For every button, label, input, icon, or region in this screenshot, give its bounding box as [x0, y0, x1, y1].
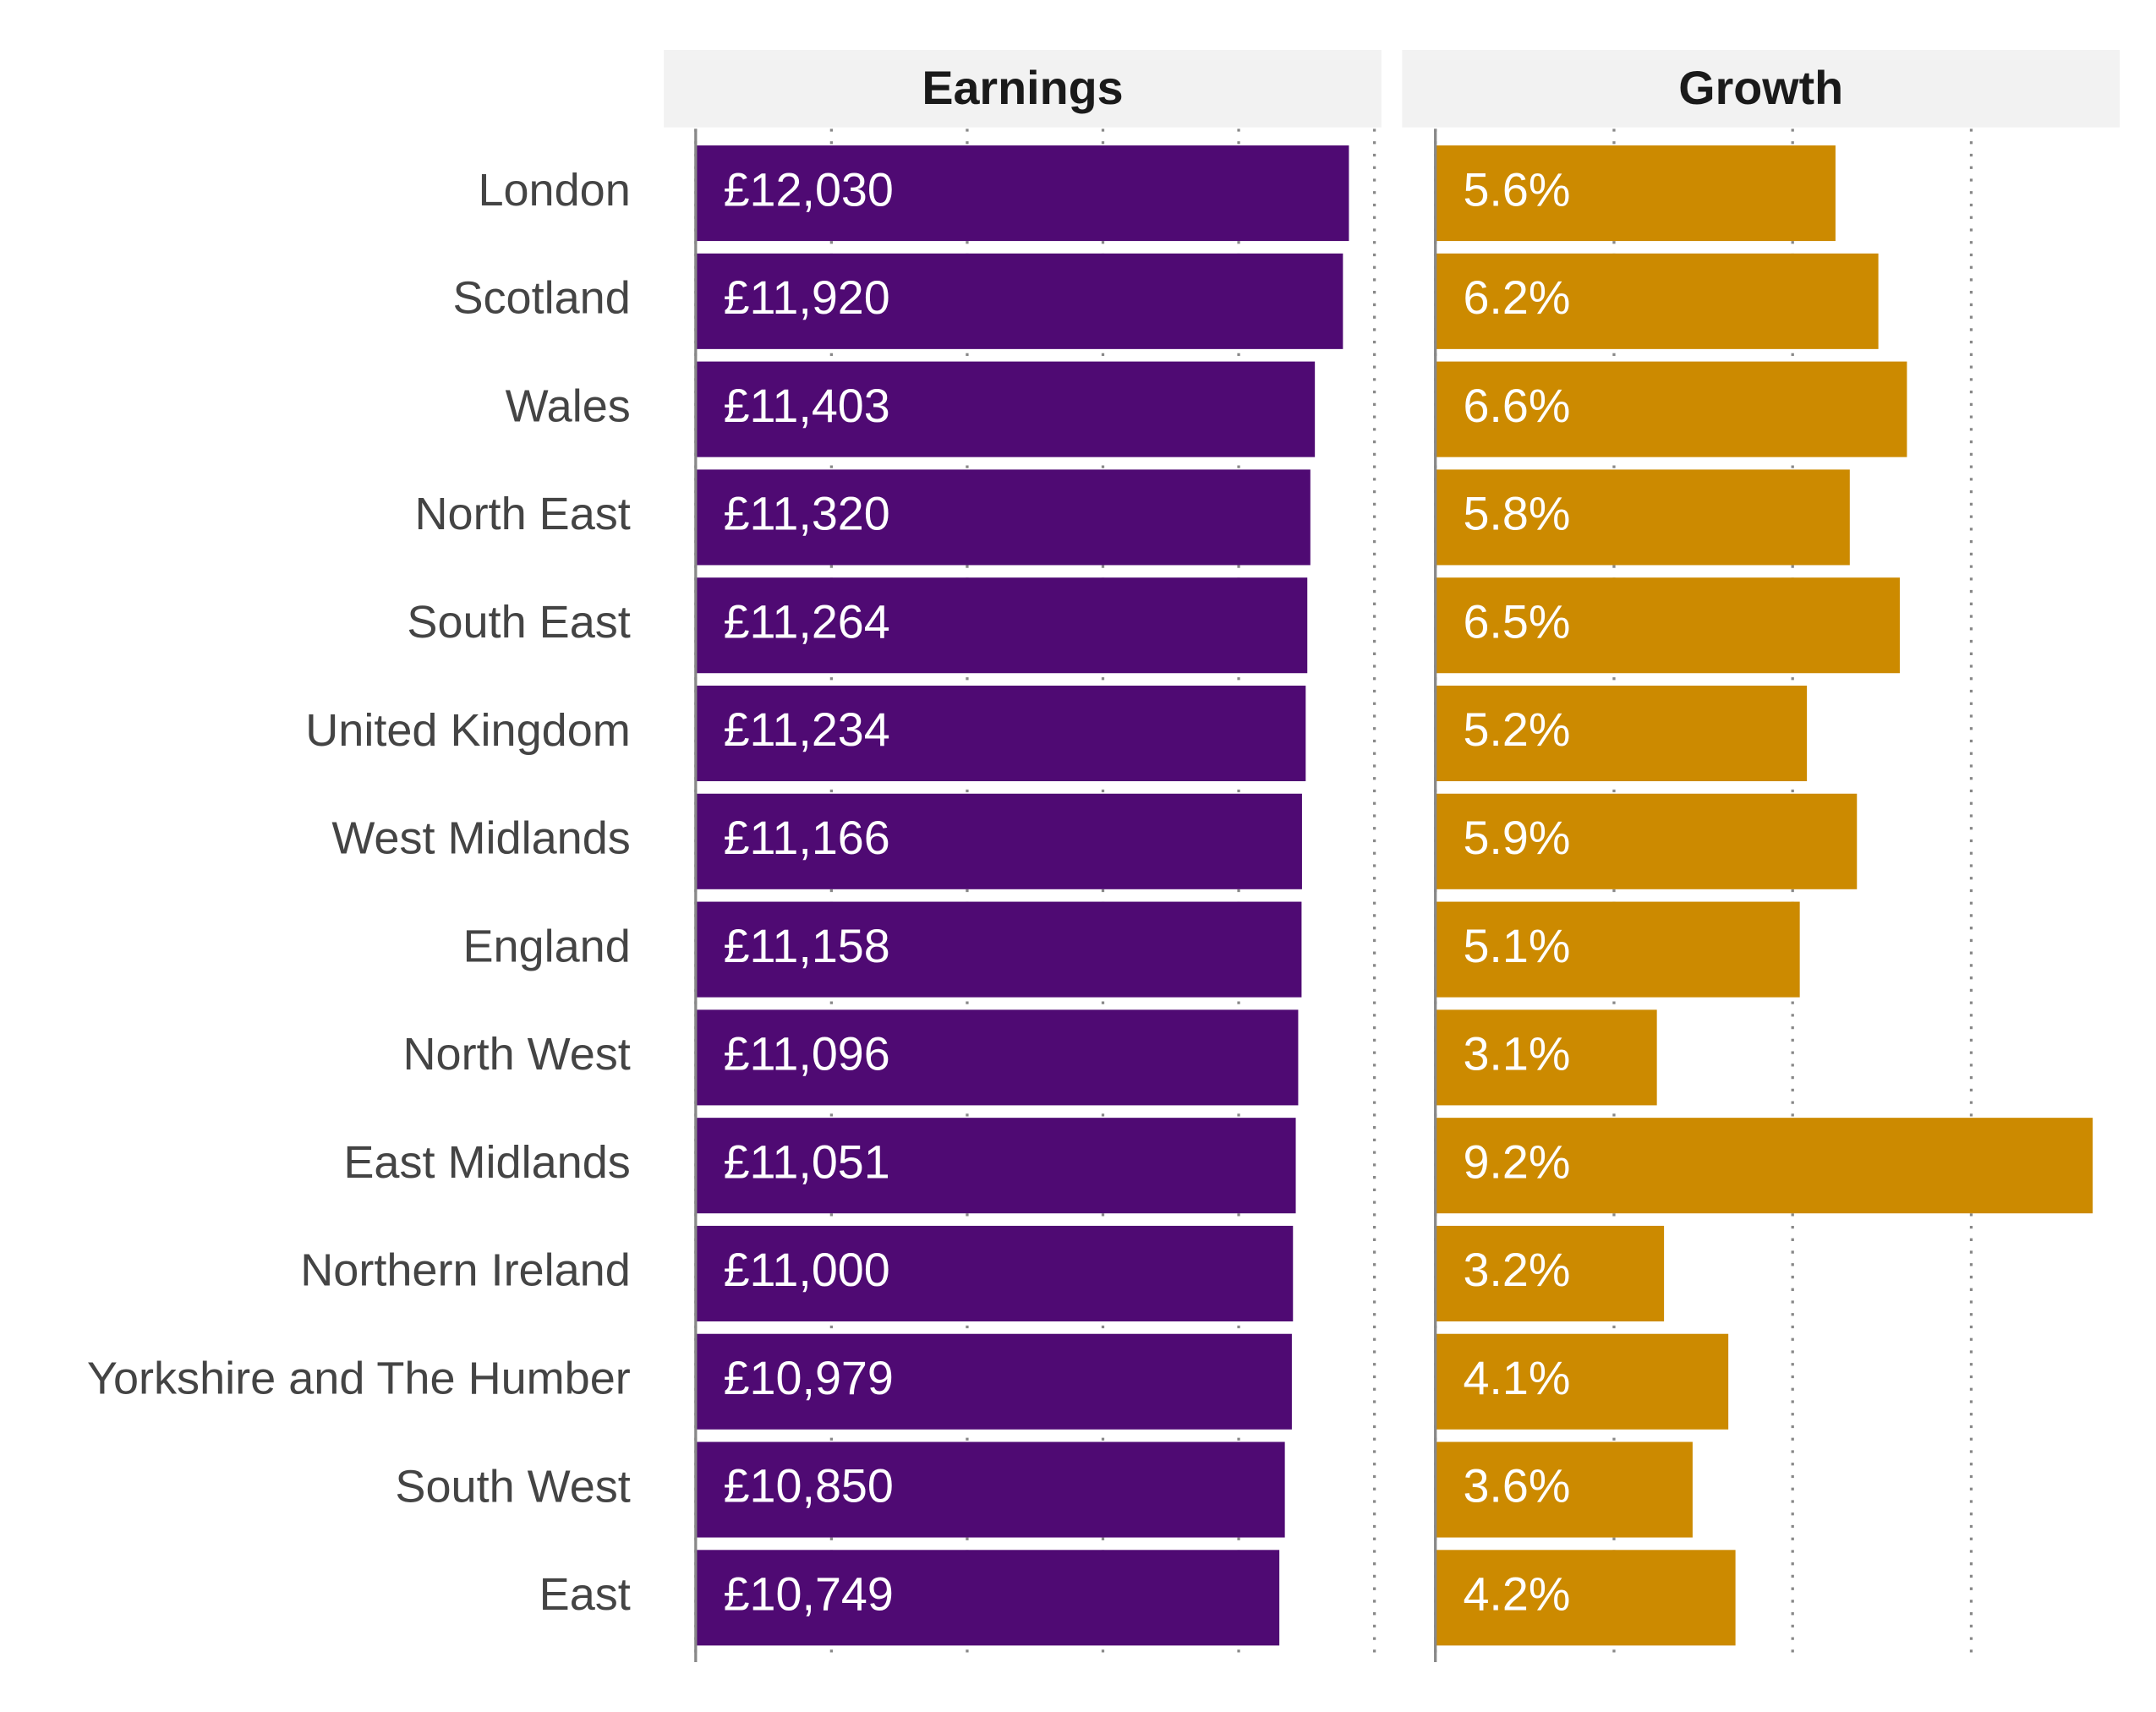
- value-label: £11,403: [724, 380, 890, 432]
- category-label: United Kingdom: [305, 705, 631, 756]
- value-label: 9.2%: [1463, 1135, 1570, 1188]
- value-label: £10,850: [724, 1460, 894, 1512]
- bar: [695, 1118, 1296, 1214]
- bar: [1435, 685, 1808, 782]
- bar: [1435, 253, 1879, 349]
- value-label: 3.1%: [1463, 1028, 1570, 1080]
- value-label: 4.1%: [1463, 1352, 1570, 1404]
- category-label: Yorkshire and The Humber: [87, 1354, 631, 1404]
- panel-header: [664, 49, 1382, 128]
- value-label: 5.9%: [1463, 812, 1570, 864]
- panel-title: Earnings: [922, 62, 1123, 114]
- category-label: North West: [403, 1029, 631, 1080]
- value-label: £11,051: [724, 1135, 890, 1188]
- panel-header: [1402, 49, 2120, 128]
- value-label: 6.2%: [1463, 271, 1570, 324]
- bar: [1435, 1118, 2093, 1214]
- category-label: South West: [395, 1461, 630, 1512]
- value-label: 4.2%: [1463, 1568, 1570, 1621]
- bar: [695, 793, 1302, 889]
- category-label: West Midlands: [331, 813, 630, 864]
- value-label: 3.6%: [1463, 1460, 1570, 1512]
- bar: [1435, 1225, 1665, 1321]
- bar: [1435, 901, 1800, 998]
- bar: [695, 145, 1349, 242]
- category-label: East Midlands: [343, 1137, 630, 1188]
- bar: [695, 253, 1343, 349]
- bar: [1435, 1441, 1693, 1538]
- value-label: £11,166: [724, 812, 890, 864]
- bar: [695, 1009, 1299, 1106]
- value-label: £11,920: [724, 271, 890, 324]
- value-label: 3.2%: [1463, 1244, 1570, 1296]
- value-label: 5.1%: [1463, 920, 1570, 972]
- category-label: North East: [414, 489, 630, 539]
- value-label: £11,320: [724, 488, 890, 540]
- bar: [695, 469, 1311, 566]
- category-label: East: [539, 1569, 631, 1620]
- category-label: London: [478, 165, 630, 216]
- category-label: England: [462, 921, 630, 971]
- bar: [695, 1225, 1294, 1321]
- bar: [1435, 793, 1858, 889]
- category-label: Northern Ireland: [300, 1245, 631, 1296]
- bar: [695, 1441, 1285, 1538]
- value-label: 6.6%: [1463, 380, 1570, 432]
- bar: [1435, 1333, 1729, 1430]
- value-label: £11,158: [724, 920, 890, 972]
- bar: [1435, 577, 1900, 674]
- panel-title: Growth: [1678, 62, 1843, 114]
- value-label: 6.5%: [1463, 595, 1570, 648]
- bar: [1435, 1550, 1736, 1646]
- bar: [695, 685, 1306, 782]
- category-label: Wales: [506, 380, 631, 431]
- category-label: Scotland: [452, 273, 630, 324]
- bar: [695, 901, 1302, 998]
- value-label: £11,264: [724, 595, 890, 648]
- value-label: £10,979: [724, 1352, 894, 1404]
- bar: [1435, 145, 1836, 242]
- bar: [1435, 469, 1850, 566]
- value-label: £11,234: [724, 703, 890, 756]
- bar: [695, 577, 1308, 674]
- bar: [695, 361, 1316, 457]
- value-label: £10,749: [724, 1568, 894, 1621]
- value-label: 5.6%: [1463, 163, 1570, 216]
- bar: [1435, 361, 1907, 457]
- bar: [695, 1333, 1292, 1430]
- value-label: £11,096: [724, 1028, 890, 1080]
- bar: [1435, 1009, 1657, 1106]
- category-label: South East: [407, 597, 630, 648]
- value-label: £12,030: [724, 163, 894, 216]
- value-label: 5.2%: [1463, 703, 1570, 756]
- value-label: 5.8%: [1463, 488, 1570, 540]
- value-label: £11,000: [724, 1244, 890, 1296]
- bar: [695, 1550, 1280, 1646]
